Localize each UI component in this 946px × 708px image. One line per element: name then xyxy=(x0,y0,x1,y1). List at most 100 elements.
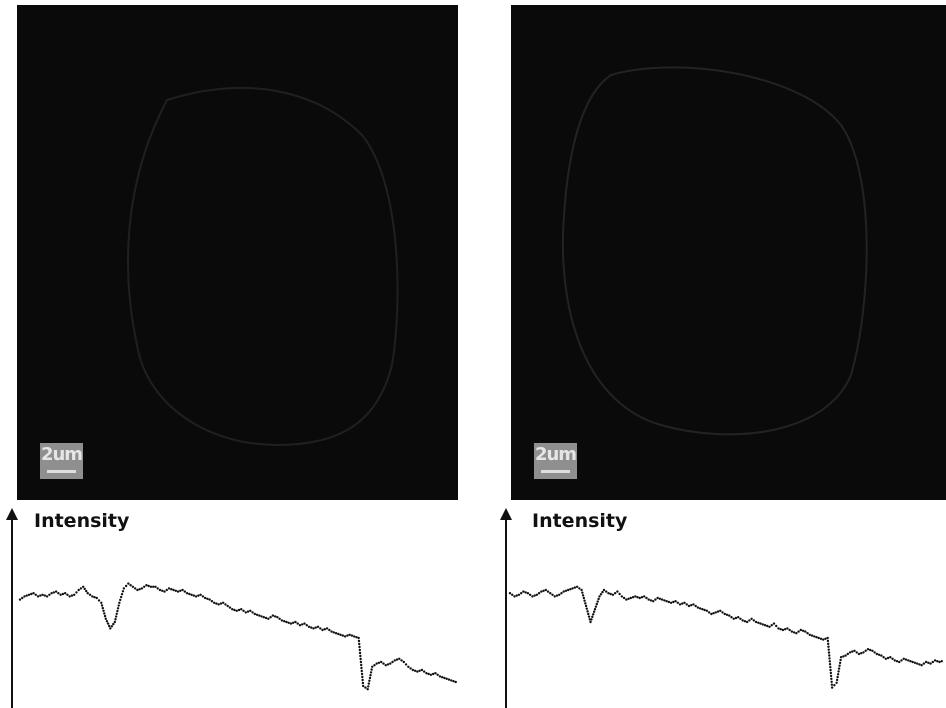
trace-point xyxy=(413,669,417,672)
trace-point xyxy=(714,611,718,614)
trace-point xyxy=(564,589,568,592)
trace-point xyxy=(23,595,26,598)
trace-point xyxy=(669,601,673,604)
trace-point xyxy=(640,596,644,599)
trace-point xyxy=(418,669,421,672)
trace-point xyxy=(409,667,412,670)
trace-point xyxy=(104,617,107,620)
trace-point xyxy=(360,672,364,676)
trace-point xyxy=(687,604,691,608)
trace-point xyxy=(174,589,177,592)
trace-point xyxy=(728,614,731,617)
trace-point xyxy=(287,621,290,624)
trace-point xyxy=(371,665,374,668)
trace-point xyxy=(745,620,749,624)
trace-point xyxy=(806,632,809,635)
profile-plot-right xyxy=(500,508,943,708)
trace-point xyxy=(210,600,214,603)
trace-point xyxy=(167,587,171,590)
trace-point xyxy=(836,675,839,679)
trace-point xyxy=(676,601,679,604)
trace-point xyxy=(70,594,74,597)
trace-point xyxy=(533,594,536,597)
trace-point xyxy=(517,593,521,596)
trace-point xyxy=(827,645,830,648)
trace-point xyxy=(339,633,342,636)
trace-point xyxy=(884,657,888,660)
trace-point xyxy=(882,656,885,659)
trace-point xyxy=(119,595,123,599)
trace-point xyxy=(609,592,612,596)
trace-point xyxy=(30,592,33,596)
trace-point xyxy=(438,675,442,678)
trace-point xyxy=(846,652,850,656)
trace-point xyxy=(853,649,856,652)
y-axis-arrow xyxy=(6,508,18,708)
intensity-profile-right: Intensity xyxy=(494,502,946,708)
trace-point xyxy=(719,609,722,612)
trace-point xyxy=(91,595,94,598)
scale-bar xyxy=(541,470,570,473)
trace-point xyxy=(75,591,78,594)
trace-point xyxy=(665,600,668,603)
trace-point xyxy=(540,590,543,593)
trace-point xyxy=(810,634,814,637)
trace-point xyxy=(761,623,764,626)
trace-point xyxy=(625,598,628,601)
trace-point xyxy=(513,595,516,598)
trace-point xyxy=(707,611,711,614)
trace-point xyxy=(119,598,122,602)
trace-point xyxy=(571,587,574,590)
trace-point xyxy=(79,587,83,590)
trace-point xyxy=(158,588,162,592)
trace-point xyxy=(165,588,168,592)
trace-point xyxy=(34,593,38,596)
trace-point xyxy=(511,593,514,596)
trace-point xyxy=(634,595,637,598)
trace-point xyxy=(904,658,908,661)
trace-point xyxy=(154,585,157,588)
trace-point xyxy=(920,664,923,667)
trace-point xyxy=(546,590,550,593)
trace-point xyxy=(364,686,367,689)
trace-point xyxy=(416,670,419,673)
trace-point xyxy=(732,617,735,620)
trace-point xyxy=(341,634,345,637)
trace-point xyxy=(690,604,693,607)
trace-point xyxy=(754,620,758,624)
trace-point xyxy=(83,587,86,591)
trace-point xyxy=(384,664,387,667)
trace-point xyxy=(355,636,358,639)
trace-point xyxy=(185,592,189,595)
trace-point xyxy=(140,587,144,590)
trace-point xyxy=(555,594,559,597)
trace-point xyxy=(522,590,525,593)
trace-point xyxy=(519,592,523,595)
trace-point xyxy=(663,599,666,602)
trace-point xyxy=(116,607,120,610)
trace-point xyxy=(721,611,724,614)
trace-point xyxy=(445,677,448,680)
trace-point xyxy=(66,593,69,596)
trace-point xyxy=(768,625,771,628)
trace-point xyxy=(599,593,603,596)
trace-point xyxy=(359,657,362,661)
trace-point xyxy=(443,676,446,680)
trace-point xyxy=(325,627,329,630)
trace-point xyxy=(757,621,760,624)
trace-point xyxy=(578,587,581,590)
trace-point xyxy=(801,629,805,632)
trace-point xyxy=(775,624,778,628)
trace-point xyxy=(696,606,700,609)
trace-point xyxy=(346,634,349,637)
trace-point xyxy=(597,597,600,601)
trace-point xyxy=(613,592,617,595)
trace-point xyxy=(587,615,591,618)
trace-point xyxy=(404,663,408,666)
trace-point xyxy=(219,602,223,605)
trace-point xyxy=(262,616,266,619)
trace-point xyxy=(658,597,662,600)
y-axis-label: Intensity xyxy=(34,510,130,532)
trace-point xyxy=(824,637,827,640)
trace-point xyxy=(833,684,836,687)
